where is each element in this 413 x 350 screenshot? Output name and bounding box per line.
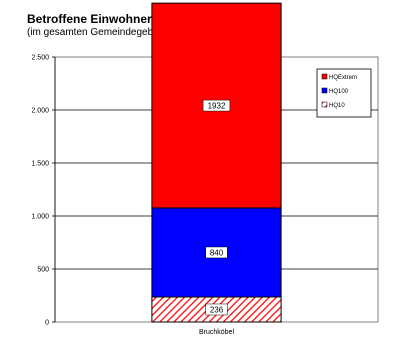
- chart-subtitle: (im gesamten Gemeindegebiet): [27, 27, 168, 38]
- legend: HQExtrem HQ100 HQ10: [316, 68, 372, 118]
- y-tick-label: 2.500: [31, 55, 49, 62]
- data-label-box: [202, 99, 231, 112]
- data-label-hq10: 236: [210, 305, 224, 314]
- legend-label-hqextrem: HQExtrem: [329, 75, 357, 81]
- y-tick-label: 2.000: [31, 108, 49, 115]
- y-tick-label: 500: [37, 267, 49, 274]
- legend-label-hq100: HQ100: [329, 89, 349, 95]
- data-label-hqextrem: 1932: [208, 102, 226, 111]
- data-label-layer: 236 840 1932: [202, 99, 231, 316]
- legend-swatch-hq100: [321, 87, 328, 94]
- legend-label-hq10: HQ10: [329, 103, 345, 109]
- bar-layer: [151, 2, 282, 323]
- axis-layer: 0 500 1.000 1.500 2.000 2.500 Bruchköbel: [31, 55, 234, 337]
- y-tick-label: 0: [45, 320, 49, 327]
- chart-title: Betroffene Einwohner: [27, 12, 152, 26]
- x-category-label: Bruchköbel: [199, 329, 234, 336]
- legend-swatch-hqextrem: [321, 73, 328, 80]
- y-tick-label: 1.000: [31, 214, 49, 221]
- legend-swatch-hq10: [321, 101, 328, 108]
- data-label-box: [205, 303, 228, 316]
- data-label-hq100: 840: [210, 248, 224, 257]
- data-label-box: [205, 246, 228, 259]
- y-tick-label: 1.500: [31, 161, 49, 168]
